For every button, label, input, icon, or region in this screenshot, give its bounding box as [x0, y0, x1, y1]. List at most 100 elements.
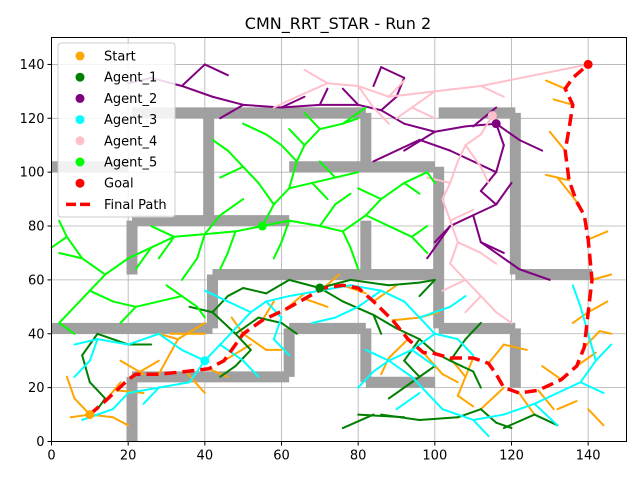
- legend: Start Agent_1 Agent_2 Agent_3 Agent_4 Agent_5…: [57, 42, 176, 218]
- legend-label-agent-3: Agent_3: [104, 113, 157, 128]
- tree-edge: [456, 144, 467, 163]
- legend-swatch-goal: [75, 178, 85, 188]
- tree-edge: [73, 289, 91, 308]
- tree-edge: [410, 235, 429, 254]
- tree-edge: [272, 187, 291, 206]
- x-tick-label: 60: [273, 449, 290, 464]
- tree-edge: [495, 421, 513, 430]
- tree-edge: [537, 389, 555, 411]
- tree-edge: [157, 332, 183, 351]
- tree-edge: [226, 286, 245, 298]
- tree-edge: [387, 381, 413, 400]
- tree-edge: [410, 225, 429, 238]
- tree-edge: [303, 297, 329, 308]
- tree-edge: [410, 332, 436, 351]
- tree-edge: [341, 106, 367, 125]
- tree-edge: [464, 321, 482, 341]
- tree-edge: [533, 392, 559, 405]
- tree-edge: [495, 122, 521, 141]
- tree-edge: [226, 149, 245, 168]
- tree-edge: [357, 103, 383, 112]
- tree-edge: [449, 208, 475, 222]
- tree-edge: [426, 225, 452, 260]
- tree-edge: [403, 130, 436, 152]
- tree-edge: [242, 165, 260, 184]
- tree-edge: [533, 402, 559, 427]
- y-tick-label: 0: [36, 435, 44, 450]
- tree-edge: [380, 109, 406, 125]
- tree-edge: [357, 413, 406, 419]
- tree-edge: [502, 413, 536, 430]
- tree-edge: [58, 305, 76, 324]
- tree-edge: [272, 241, 283, 260]
- tree-edge: [479, 190, 498, 206]
- tree-edge: [449, 359, 475, 373]
- tree-edge: [265, 133, 283, 147]
- tree-edge: [387, 338, 409, 360]
- tree-edge: [280, 219, 291, 244]
- tree-edge: [464, 133, 482, 147]
- tree-edge: [157, 381, 191, 389]
- tree-edge: [150, 235, 176, 249]
- tree-edge: [127, 332, 160, 346]
- tree-edge: [134, 246, 153, 271]
- tree-edge: [261, 219, 291, 228]
- tree-edge: [387, 90, 436, 98]
- tree-edge: [119, 305, 137, 324]
- tree-edge: [433, 84, 482, 93]
- tree-edge: [364, 214, 390, 228]
- tree-edge: [449, 214, 475, 228]
- y-tick-label: 120: [20, 112, 45, 127]
- tree-edge: [372, 149, 398, 163]
- tree-edge: [533, 413, 559, 427]
- tree-edge: [180, 257, 199, 281]
- tree-edge: [150, 225, 176, 238]
- tree-edge: [387, 348, 413, 362]
- final-path-line: [88, 63, 594, 416]
- tree-edge: [464, 144, 482, 168]
- tree-edge: [571, 311, 590, 324]
- tree-edge: [219, 198, 245, 217]
- tree-edge: [587, 230, 609, 241]
- tree-edge: [73, 338, 99, 346]
- tree-edge: [111, 392, 130, 411]
- tree-edge: [456, 338, 475, 357]
- tree-edge: [203, 230, 237, 236]
- tree-edge: [403, 359, 421, 378]
- tree-edge: [180, 295, 199, 308]
- tree-edge: [464, 295, 482, 314]
- tree-edge: [257, 181, 275, 206]
- tree-edge: [81, 257, 107, 276]
- agent-marker-agent-4: [487, 111, 497, 121]
- tree-edge: [364, 348, 390, 362]
- tree-edge: [173, 233, 206, 238]
- tree-edge: [418, 138, 452, 152]
- legend-swatch-agent-4: [75, 136, 85, 146]
- tree-edge: [88, 273, 107, 292]
- tree-edge: [207, 367, 229, 378]
- tree-edge: [495, 144, 505, 174]
- tree-edge: [303, 128, 321, 147]
- tree-edge: [334, 305, 360, 319]
- tree-edge: [119, 359, 145, 376]
- legend-swatch-agent-1: [75, 72, 85, 82]
- tree-edge: [334, 171, 360, 179]
- tree-edge: [134, 300, 160, 308]
- tree-edge: [441, 198, 452, 222]
- tree-agent-4: [272, 63, 590, 324]
- tree-edge: [449, 160, 459, 184]
- tree-edge: [219, 165, 245, 179]
- tree-edge: [372, 313, 383, 335]
- tree-edge: [73, 359, 91, 378]
- tree-edge: [387, 359, 413, 378]
- legend-box: [57, 42, 176, 218]
- tree-edge: [464, 122, 498, 128]
- tree-edge: [341, 214, 367, 233]
- tree-edge: [364, 198, 383, 217]
- tree-edge: [391, 316, 421, 322]
- legend-label-final-path: Final Path: [104, 198, 167, 213]
- tree-edge: [219, 365, 237, 378]
- y-tick-label: 60: [28, 273, 45, 288]
- tree-edge: [165, 284, 183, 298]
- tree-edge: [265, 278, 291, 295]
